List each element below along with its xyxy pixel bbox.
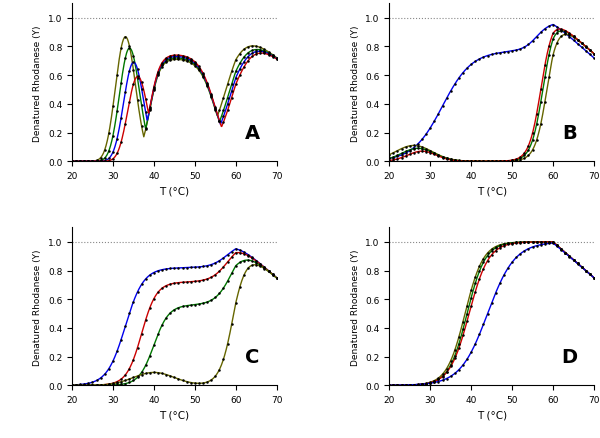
Text: A: A: [245, 124, 260, 143]
Y-axis label: Denatured Rhodanese (Y): Denatured Rhodanese (Y): [34, 249, 43, 365]
Y-axis label: Denatured Rhodanese (Y): Denatured Rhodanese (Y): [350, 249, 359, 365]
Y-axis label: Denatured Rhodanese (Y): Denatured Rhodanese (Y): [350, 25, 359, 141]
Text: C: C: [245, 348, 259, 367]
X-axis label: T (°C): T (°C): [476, 186, 507, 196]
X-axis label: T (°C): T (°C): [159, 410, 190, 420]
Text: D: D: [562, 348, 577, 367]
X-axis label: T (°C): T (°C): [159, 186, 190, 196]
Y-axis label: Denatured Rhodanese (Y): Denatured Rhodanese (Y): [34, 25, 43, 141]
Text: B: B: [562, 124, 577, 143]
X-axis label: T (°C): T (°C): [476, 410, 507, 420]
